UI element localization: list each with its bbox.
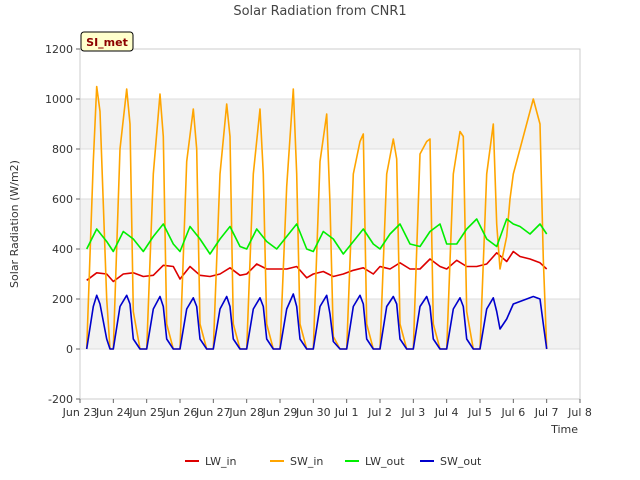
series-line-sw-out — [85, 293, 548, 350]
x-tick-label: Jun 24 — [95, 406, 131, 419]
y-tick-label: 800 — [52, 143, 73, 156]
y-tick-label: 400 — [52, 243, 73, 256]
x-tick-label: Jun 28 — [228, 406, 264, 419]
x-tick-label: Jul 1 — [334, 406, 359, 419]
band — [80, 99, 580, 149]
y-tick-label: 600 — [52, 193, 73, 206]
x-tick-label: Jul 2 — [367, 406, 392, 419]
series-layer — [85, 85, 548, 350]
y-axis-label: Solar Radiation (W/m2) — [8, 160, 21, 288]
x-tick-label: Jul 5 — [467, 406, 492, 419]
legend: LW_in SW_in LW_out SW_out — [185, 455, 482, 468]
x-tick-label: Jul 3 — [400, 406, 425, 419]
y-tick-label: 1200 — [45, 43, 73, 56]
y-axis: -200 0 200 400 600 800 1000 1200 — [45, 43, 80, 406]
x-tick-label: Jun 29 — [262, 406, 298, 419]
y-tick-label: 0 — [66, 343, 73, 356]
series-line-lw-out — [85, 218, 548, 255]
x-tick-label: Jul 8 — [567, 406, 592, 419]
x-tick-label: Jun 30 — [295, 406, 331, 419]
x-tick-label: Jul 6 — [500, 406, 525, 419]
x-tick-label: Jun 23 — [62, 406, 98, 419]
plot-frame — [79, 48, 581, 400]
annotation-badge: SI_met — [80, 31, 134, 52]
chart-title: Solar Radiation from CNR1 — [233, 4, 406, 19]
legend-label: SW_in — [290, 455, 323, 468]
x-tick-label: Jun 27 — [195, 406, 231, 419]
annotation-text: SI_met — [86, 36, 128, 49]
y-tick-label: 1000 — [45, 93, 73, 106]
x-tick-label: Jul 7 — [534, 406, 559, 419]
legend-label: SW_out — [440, 455, 482, 468]
x-tick-label: Jun 25 — [128, 406, 164, 419]
legend-label: LW_out — [365, 455, 405, 468]
x-tick-label: Jul 4 — [434, 406, 459, 419]
x-tick-label: Jun 26 — [162, 406, 198, 419]
x-axis-label: Time — [550, 423, 578, 436]
legend-label: LW_in — [205, 455, 237, 468]
y-tick-label: -200 — [48, 393, 73, 406]
y-tick-label: 200 — [52, 293, 73, 306]
